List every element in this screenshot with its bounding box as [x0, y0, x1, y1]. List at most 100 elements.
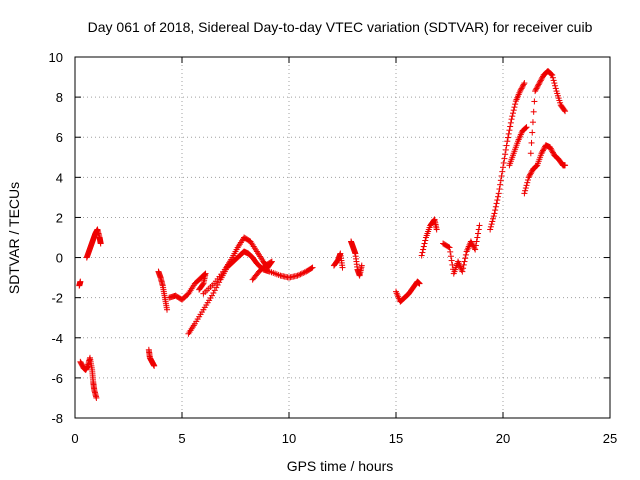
data-point [521, 80, 528, 87]
data-point [547, 144, 554, 151]
data-point [550, 77, 557, 84]
data-point [433, 226, 440, 233]
data-point [522, 125, 529, 132]
data-point [467, 238, 474, 245]
series-arc-o [506, 124, 530, 169]
data-point [419, 249, 426, 256]
data-point [468, 239, 475, 246]
data-point [508, 116, 515, 123]
data-point [476, 222, 483, 229]
data-point [561, 107, 568, 114]
data-point [490, 213, 497, 220]
data-point [518, 85, 525, 92]
data-point [548, 71, 555, 78]
data-point [523, 182, 530, 189]
series-arc-d [145, 346, 158, 369]
y-tick-label: 10 [49, 50, 63, 65]
series-arc-e [155, 268, 171, 313]
data-point [549, 149, 556, 156]
data-point [533, 85, 540, 92]
y-tick-label: -4 [51, 331, 63, 346]
chart-title: Day 061 of 2018, Sidereal Day-to-day VTE… [88, 19, 593, 35]
data-point [533, 162, 540, 169]
data-point [475, 226, 482, 233]
series-arc-i [330, 250, 346, 271]
data-point [537, 78, 544, 85]
data-point [297, 271, 304, 278]
data-point [534, 82, 541, 89]
data-point [526, 172, 533, 179]
data-point [339, 264, 346, 271]
data-point [522, 124, 529, 131]
data-point [551, 80, 558, 87]
data-point [460, 265, 467, 272]
data-point [535, 81, 542, 88]
data-point [216, 279, 223, 286]
data-point [164, 306, 171, 313]
data-point [449, 261, 456, 268]
data-point [504, 134, 511, 141]
data-point [503, 142, 510, 149]
data-point [509, 110, 516, 117]
data-point [517, 86, 524, 93]
data-point [487, 226, 494, 233]
data-point [210, 289, 217, 296]
data-point [506, 127, 513, 134]
data-point [517, 88, 524, 95]
data-point [540, 146, 547, 153]
data-point [505, 130, 512, 137]
data-point [461, 258, 468, 265]
data-point [308, 265, 315, 272]
x-tick-label: 0 [71, 431, 78, 446]
data-point [538, 76, 545, 83]
data-point [418, 252, 425, 259]
data-point [472, 242, 479, 249]
y-tick-label: 8 [56, 90, 63, 105]
data-point [300, 269, 307, 276]
data-point [521, 190, 528, 197]
data-point [500, 164, 506, 171]
data-point [562, 162, 569, 169]
y-axis-label: SDTVAR / TECUs [6, 182, 22, 294]
data-point [522, 185, 529, 192]
data-point [537, 77, 544, 84]
data-point [528, 168, 535, 175]
data-point [471, 245, 478, 252]
data-point [358, 262, 365, 269]
plot-frame [74, 56, 611, 419]
data-point [447, 248, 454, 255]
y-tick-label: -8 [51, 411, 63, 426]
gridlines [75, 57, 610, 418]
data-point [528, 139, 535, 146]
data-point [492, 207, 499, 214]
data-point [494, 197, 501, 204]
data-point [549, 148, 556, 155]
data-point [490, 215, 497, 222]
data-point [93, 394, 100, 401]
x-tick-label: 15 [389, 431, 403, 446]
data-point [420, 246, 427, 253]
data-point [500, 159, 507, 166]
x-axis-label: GPS time / hours [287, 458, 394, 474]
data-point [496, 186, 503, 193]
data-point [489, 218, 496, 225]
data-point [459, 268, 466, 275]
data-point [547, 145, 554, 152]
series-arc-k [393, 278, 423, 305]
data-point [295, 271, 302, 278]
data-points [76, 68, 569, 401]
data-point [549, 72, 556, 79]
data-point [294, 272, 301, 279]
y-tick-label: 4 [56, 170, 63, 185]
data-point [512, 101, 519, 108]
series-arc-m [440, 222, 483, 277]
data-point [491, 210, 498, 217]
data-point [532, 86, 539, 93]
data-point [527, 170, 534, 177]
data-point [250, 275, 257, 282]
data-point [196, 285, 203, 292]
data-point [488, 221, 495, 228]
data-point [527, 171, 534, 178]
data-point [445, 243, 452, 250]
data-point [524, 177, 531, 184]
